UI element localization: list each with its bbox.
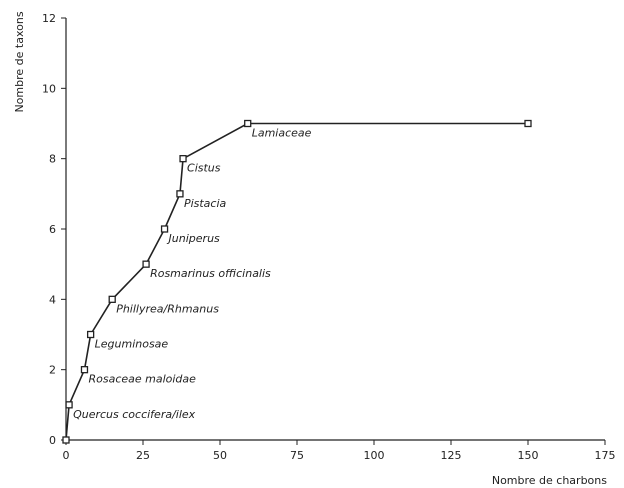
y-tick-label-1: 2 bbox=[49, 364, 56, 377]
point-label-5: Rosmarinus officinalis bbox=[150, 267, 271, 280]
x-tick-label-4: 100 bbox=[364, 449, 385, 462]
data-markers bbox=[62, 119, 532, 444]
point-label-3: Leguminosae bbox=[95, 338, 169, 351]
data-point-1 bbox=[65, 401, 73, 409]
x-tick-label-0: 0 bbox=[63, 449, 70, 462]
y-tick-label-6: 12 bbox=[42, 12, 56, 25]
point-labels: Quercus coccifera/ilex Rosaceae maloidae L… bbox=[73, 127, 312, 421]
data-point-0 bbox=[62, 436, 70, 444]
x-tick-label-2: 50 bbox=[213, 449, 227, 462]
point-label-2: Rosaceae maloidae bbox=[88, 373, 196, 386]
point-label-8: Cistus bbox=[187, 162, 221, 175]
point-label-9: Lamiaceae bbox=[252, 127, 312, 140]
y-tick-label-2: 4 bbox=[49, 293, 56, 306]
data-point-3 bbox=[86, 330, 95, 339]
point-label-4: Phillyrea/Rhmanus bbox=[116, 302, 219, 315]
series-line bbox=[65, 122, 528, 441]
series-polyline bbox=[65, 122, 528, 441]
point-label-7: Pistacia bbox=[184, 197, 227, 210]
data-point-6 bbox=[160, 225, 169, 233]
point-label-1: Quercus coccifera/ilex bbox=[73, 408, 196, 421]
data-point-7 bbox=[176, 190, 184, 198]
y-tick-label-0: 0 bbox=[49, 434, 56, 447]
data-point-2 bbox=[80, 366, 89, 374]
point-label-6: Juniperus bbox=[167, 232, 220, 245]
data-point-10 bbox=[524, 119, 532, 128]
data-point-9 bbox=[244, 119, 252, 128]
axes: 0 25 50 75 100 125 150 175 0 2 4 6 8 10 12 bbox=[42, 12, 616, 462]
y-axis-title: Nombre de taxons bbox=[13, 11, 26, 112]
x-tick-label-7: 175 bbox=[595, 449, 616, 462]
x-axis-title: Nombre de charbons bbox=[492, 474, 607, 487]
y-tick-label-4: 8 bbox=[49, 153, 56, 166]
x-tick-label-5: 125 bbox=[441, 449, 462, 462]
data-point-5 bbox=[142, 260, 150, 268]
y-tick-label-5: 10 bbox=[42, 82, 56, 95]
x-tick-label-3: 75 bbox=[290, 449, 304, 462]
x-tick-label-6: 150 bbox=[518, 449, 539, 462]
data-point-8 bbox=[179, 155, 187, 163]
y-tick-label-3: 6 bbox=[49, 223, 56, 236]
data-point-4 bbox=[108, 295, 116, 303]
x-tick-label-1: 25 bbox=[136, 449, 150, 462]
